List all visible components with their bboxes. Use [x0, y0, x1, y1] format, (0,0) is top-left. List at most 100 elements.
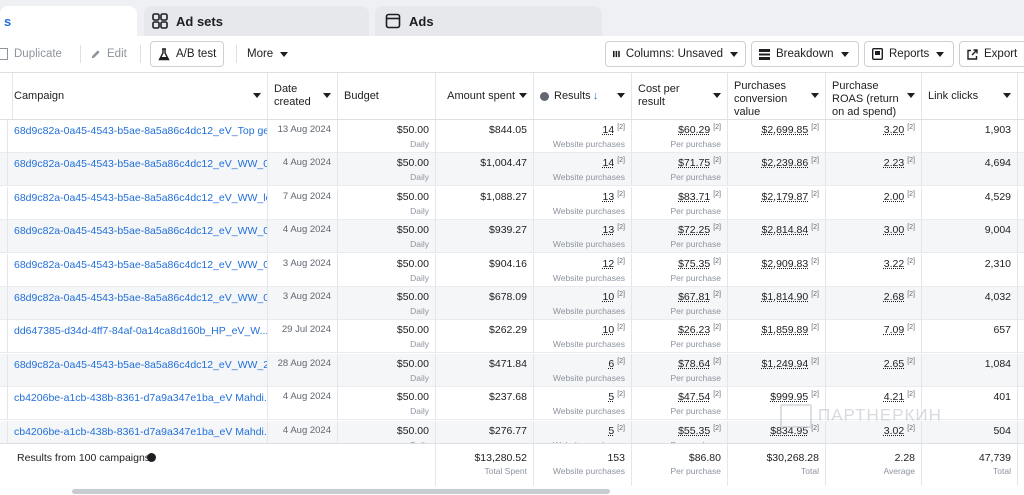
- totals-clicks-sub: Total: [993, 466, 1011, 476]
- attribution-icon: [2]: [617, 425, 625, 432]
- results-value[interactable]: 12: [603, 258, 615, 270]
- columns-dropdown[interactable]: Columns: Unsaved: [605, 41, 746, 67]
- header-roas[interactable]: Purchase ROAS (return on ad spend): [826, 73, 922, 119]
- header-cost-per-result[interactable]: Cost per result: [632, 73, 728, 119]
- breakdown-dropdown[interactable]: Breakdown: [751, 41, 859, 67]
- purchases-value[interactable]: $1,814.90: [761, 291, 808, 303]
- table-row[interactable]: 68d9c82a-0a45-4543-b5ae-8a5a86c4dc12_eV_…: [0, 354, 1024, 387]
- campaign-name-link[interactable]: 68d9c82a-0a45-4543-b5ae-8a5a86c4dc12_eV_…: [0, 254, 268, 287]
- header-amount-spent[interactable]: Amount spent: [436, 73, 534, 119]
- results-value[interactable]: 13: [603, 191, 615, 203]
- roas-value[interactable]: 7.09: [884, 324, 904, 336]
- chevron-down-icon: [936, 52, 944, 57]
- export-button[interactable]: Export: [959, 41, 1024, 67]
- header-results[interactable]: Results ↓: [534, 73, 632, 119]
- tab-ad-sets[interactable]: Ad sets: [144, 6, 369, 36]
- attribution-icon: [2]: [811, 124, 819, 131]
- attribution-icon: [2]: [811, 258, 819, 265]
- campaign-name-link[interactable]: 68d9c82a-0a45-4543-b5ae-8a5a86c4dc12_eV_…: [0, 220, 268, 253]
- header-date-created[interactable]: Date created: [268, 73, 338, 119]
- cost-per-result-value[interactable]: $55.35: [678, 425, 710, 437]
- cost-per-result-value[interactable]: $60.29: [678, 124, 710, 136]
- campaign-name-link[interactable]: dd647385-d34d-4ff7-84af-0a14ca8d160b_HP_…: [0, 320, 268, 353]
- edit-button[interactable]: Edit: [90, 41, 127, 67]
- link-clicks-cell: 657: [922, 320, 1018, 353]
- cost-per-result-value[interactable]: $26.23: [678, 324, 710, 336]
- purchases-value[interactable]: $999.95: [770, 391, 808, 403]
- campaign-name-link[interactable]: 68d9c82a-0a45-4543-b5ae-8a5a86c4dc12_eV_…: [0, 153, 268, 186]
- horizontal-scrollbar[interactable]: [72, 489, 610, 494]
- results-value[interactable]: 5: [608, 425, 614, 437]
- roas-value[interactable]: 3.22: [884, 258, 904, 270]
- budget-cell: $50.00Daily: [338, 153, 436, 186]
- header-purchases-value[interactable]: Purchases conversion value: [728, 73, 826, 119]
- info-icon: [147, 453, 156, 462]
- header-campaign[interactable]: Campaign: [8, 73, 268, 119]
- more-dropdown[interactable]: More: [247, 41, 288, 67]
- cost-per-result-value[interactable]: $75.35: [678, 258, 710, 270]
- amount-spent-value: $1,004.47: [480, 157, 527, 169]
- results-value[interactable]: 14: [603, 157, 615, 169]
- table-row[interactable]: 68d9c82a-0a45-4543-b5ae-8a5a86c4dc12_eV_…: [0, 220, 1024, 253]
- purchases-value[interactable]: $2,239.86: [761, 157, 808, 169]
- results-value[interactable]: 5: [608, 391, 614, 403]
- roas-value[interactable]: 2.00: [884, 191, 904, 203]
- purchases-value[interactable]: $2,909.83: [761, 258, 808, 270]
- reports-dropdown[interactable]: Reports: [864, 41, 954, 67]
- header-link-clicks[interactable]: Link clicks: [922, 73, 1018, 119]
- results-type: Website purchases: [553, 373, 625, 383]
- results-cell: 13 [2] Website purchases: [534, 220, 632, 253]
- table-row[interactable]: dd647385-d34d-4ff7-84af-0a14ca8d160b_HP_…: [0, 320, 1024, 353]
- cost-per-result-type: Per purchase: [670, 373, 721, 383]
- roas-value[interactable]: 2.23: [884, 157, 904, 169]
- chevron-down-icon: [323, 93, 331, 98]
- cost-per-result-value[interactable]: $47.54: [678, 391, 710, 403]
- attribution-icon: [2]: [907, 191, 915, 198]
- roas-value[interactable]: 4.21: [884, 391, 904, 403]
- table-row[interactable]: 68d9c82a-0a45-4543-b5ae-8a5a86c4dc12_eV_…: [0, 153, 1024, 186]
- duplicate-button[interactable]: Duplicate: [0, 41, 62, 67]
- results-cell: 14 [2] Website purchases: [534, 120, 632, 153]
- cost-value-wrap: $83.71 [2]: [678, 191, 721, 203]
- purchases-value[interactable]: $2,814.84: [761, 224, 808, 236]
- results-cell: 10 [2] Website purchases: [534, 320, 632, 353]
- roas-value[interactable]: 2.65: [884, 358, 904, 370]
- cost-per-result-value[interactable]: $78.64: [678, 358, 710, 370]
- purchases-value[interactable]: $1,859.89: [761, 324, 808, 336]
- budget-type: Daily: [410, 273, 429, 283]
- campaign-name-link[interactable]: 68d9c82a-0a45-4543-b5ae-8a5a86c4dc12_eV_…: [0, 187, 268, 220]
- cost-per-result-value[interactable]: $67.81: [678, 291, 710, 303]
- table-row[interactable]: 68d9c82a-0a45-4543-b5ae-8a5a86c4dc12_eV_…: [0, 187, 1024, 220]
- results-value[interactable]: 6: [608, 358, 614, 370]
- results-value[interactable]: 13: [603, 224, 615, 236]
- results-value-wrap: 5 [2]: [608, 391, 625, 403]
- roas-value[interactable]: 2.68: [884, 291, 904, 303]
- campaign-name-link[interactable]: 68d9c82a-0a45-4543-b5ae-8a5a86c4dc12_eV_…: [0, 354, 268, 387]
- table-row[interactable]: 68d9c82a-0a45-4543-b5ae-8a5a86c4dc12_eV_…: [0, 254, 1024, 287]
- campaign-name-link[interactable]: 68d9c82a-0a45-4543-b5ae-8a5a86c4dc12_eV_…: [0, 287, 268, 320]
- cost-per-result-value[interactable]: $72.25: [678, 224, 710, 236]
- link-clicks-cell: 1,903: [922, 120, 1018, 153]
- table-row[interactable]: 68d9c82a-0a45-4543-b5ae-8a5a86c4dc12_eV_…: [0, 120, 1024, 153]
- ab-test-button[interactable]: A/B test: [150, 41, 224, 67]
- cost-per-result-value[interactable]: $83.71: [678, 191, 710, 203]
- campaign-name-link[interactable]: 68d9c82a-0a45-4543-b5ae-8a5a86c4dc12_eV_…: [0, 120, 268, 153]
- roas-value[interactable]: 3.00: [884, 224, 904, 236]
- purchases-value[interactable]: $2,179.87: [761, 191, 808, 203]
- cost-per-result-value[interactable]: $71.75: [678, 157, 710, 169]
- roas-value-wrap: 3.20 [2]: [884, 124, 915, 136]
- results-value[interactable]: 14: [603, 124, 615, 136]
- campaign-name-link[interactable]: cb4206be-a1cb-438b-8361-d7a9a347e1ba_eV …: [0, 387, 268, 420]
- roas-value-wrap: 2.65 [2]: [884, 358, 915, 370]
- tab-ads[interactable]: Ads: [375, 6, 602, 36]
- header-budget[interactable]: Budget: [338, 73, 436, 119]
- roas-value[interactable]: 3.20: [884, 124, 904, 136]
- purchases-value[interactable]: $2,699.85: [761, 124, 808, 136]
- purchases-value[interactable]: $1,249.94: [761, 358, 808, 370]
- results-value[interactable]: 10: [603, 324, 615, 336]
- attribution-icon: [2]: [617, 258, 625, 265]
- results-value[interactable]: 10: [603, 291, 615, 303]
- attribution-icon: [2]: [811, 358, 819, 365]
- table-row[interactable]: 68d9c82a-0a45-4543-b5ae-8a5a86c4dc12_eV_…: [0, 287, 1024, 320]
- tab-campaigns[interactable]: s: [0, 6, 137, 36]
